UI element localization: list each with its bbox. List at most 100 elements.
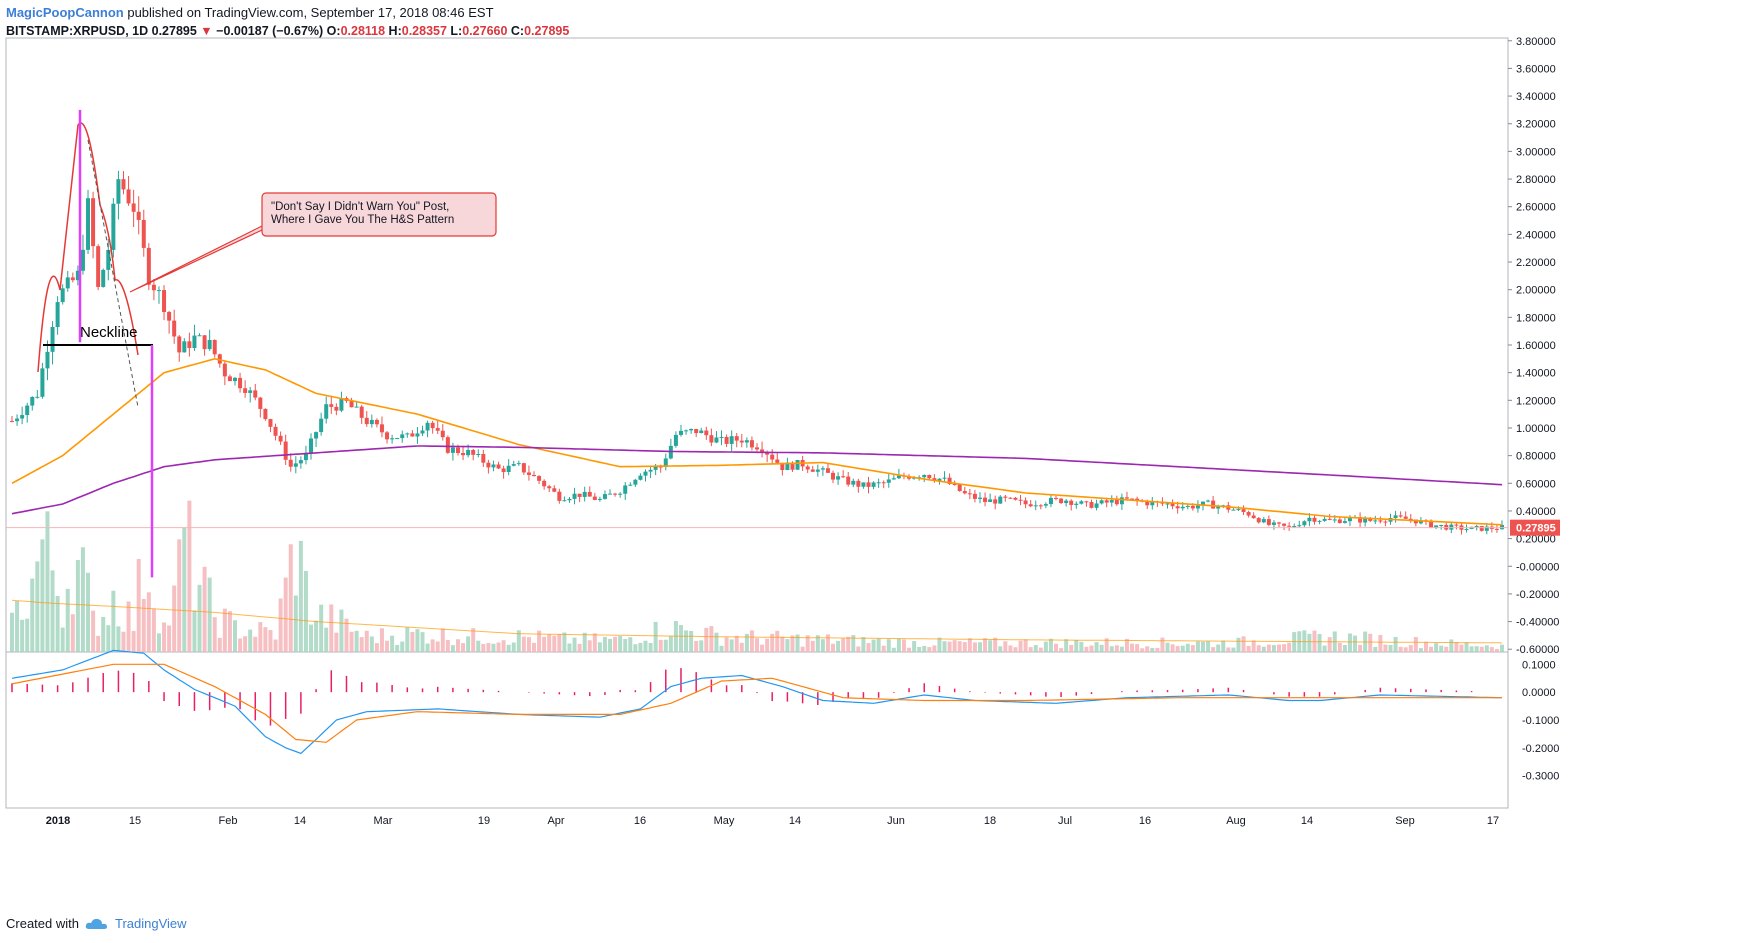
candle — [719, 436, 724, 438]
candle — [547, 486, 552, 489]
candle — [983, 497, 988, 503]
macd-tick-label: 0.1000 — [1522, 659, 1556, 671]
candle — [187, 341, 192, 348]
volume-bar — [917, 647, 922, 652]
volume-bar — [283, 577, 288, 652]
volume-bar — [1464, 642, 1469, 652]
y-tick-label: 1.00000 — [1516, 423, 1556, 435]
candle — [1059, 498, 1064, 504]
candle — [1479, 526, 1484, 531]
candle — [739, 440, 744, 443]
symbol-label[interactable]: BITSTAMP:XRPUSD, 1D — [6, 24, 149, 38]
candle — [831, 472, 836, 480]
volume-bar — [238, 638, 243, 652]
author-link[interactable]: MagicPoopCannon — [6, 5, 124, 20]
candle — [967, 493, 972, 495]
volume-bar — [86, 572, 91, 652]
x-tick-label: May — [714, 815, 735, 827]
volume-bar — [1322, 645, 1327, 652]
volume-bar — [1124, 638, 1129, 652]
volume-bar — [876, 638, 881, 652]
ema50-line — [11, 357, 1503, 526]
volume-bar — [1018, 640, 1023, 652]
candle — [1241, 509, 1246, 513]
volume-bar — [1292, 632, 1297, 652]
volume-bar — [684, 630, 689, 652]
volume-bar — [962, 642, 967, 652]
volume-bar — [455, 639, 460, 652]
candle — [1119, 497, 1124, 505]
candle — [841, 476, 846, 478]
candle — [932, 478, 937, 481]
volume-bar — [222, 608, 227, 652]
candle — [1089, 502, 1094, 508]
candle — [70, 277, 75, 281]
y-tick-label: 1.80000 — [1516, 312, 1556, 324]
volume-bar — [653, 621, 658, 652]
volume-bar — [775, 630, 780, 652]
candle — [846, 476, 851, 485]
candle — [1094, 503, 1099, 508]
volume-bar — [400, 641, 405, 652]
y-tick-label: 2.60000 — [1516, 202, 1556, 214]
candle — [1079, 501, 1084, 504]
candle — [309, 438, 314, 453]
candle — [1378, 520, 1383, 522]
volume-bar — [440, 628, 445, 652]
volume-bar — [1429, 646, 1434, 652]
candle — [50, 327, 55, 352]
candle — [1175, 506, 1180, 509]
volume-bar — [866, 643, 871, 652]
volume-bar — [111, 590, 116, 652]
volume-bar — [1500, 644, 1504, 652]
tradingview-link[interactable]: TradingView — [114, 916, 187, 931]
x-tick-label: 14 — [789, 815, 801, 827]
volume-bar — [131, 630, 136, 652]
volume-bar — [151, 608, 156, 652]
candle — [572, 493, 577, 499]
candle — [1028, 504, 1033, 507]
candle — [1130, 498, 1135, 500]
candle — [15, 418, 20, 422]
candle — [329, 404, 334, 407]
x-tick-label: 14 — [1301, 815, 1313, 827]
candle — [891, 478, 896, 480]
candle — [724, 436, 729, 444]
candle — [1302, 521, 1307, 526]
candle — [202, 335, 207, 350]
candle — [1231, 509, 1236, 511]
candle — [324, 404, 329, 419]
candle — [268, 419, 273, 427]
volume-bar — [1160, 637, 1165, 652]
candle — [972, 493, 977, 499]
candle — [1054, 497, 1059, 499]
candle — [1418, 520, 1423, 524]
candle — [1185, 505, 1190, 507]
volume-bar — [1221, 640, 1226, 652]
candle — [1038, 505, 1043, 507]
candle — [248, 390, 253, 393]
volume-bar — [1469, 646, 1474, 652]
candle — [116, 179, 121, 204]
volume-bar — [856, 646, 861, 652]
volume-bar — [998, 646, 1003, 652]
volume-bar — [704, 627, 709, 652]
candle — [1277, 522, 1282, 524]
x-tick-label: Apr — [547, 815, 564, 827]
candle — [866, 482, 871, 487]
candle — [922, 475, 927, 478]
candle — [962, 491, 967, 494]
high-value: 0.28357 — [401, 24, 447, 38]
x-tick-label: 16 — [1139, 815, 1151, 827]
volume-bar — [719, 645, 724, 652]
volume-bar — [324, 627, 329, 652]
volume-bar — [1277, 644, 1282, 652]
volume-bar — [491, 643, 496, 652]
y-tick-label: 2.40000 — [1516, 229, 1556, 241]
candle — [1271, 522, 1276, 525]
volume-bar — [861, 637, 866, 652]
candle — [1200, 501, 1205, 506]
candle — [1464, 529, 1469, 531]
x-tick-label: 2018 — [46, 815, 70, 827]
